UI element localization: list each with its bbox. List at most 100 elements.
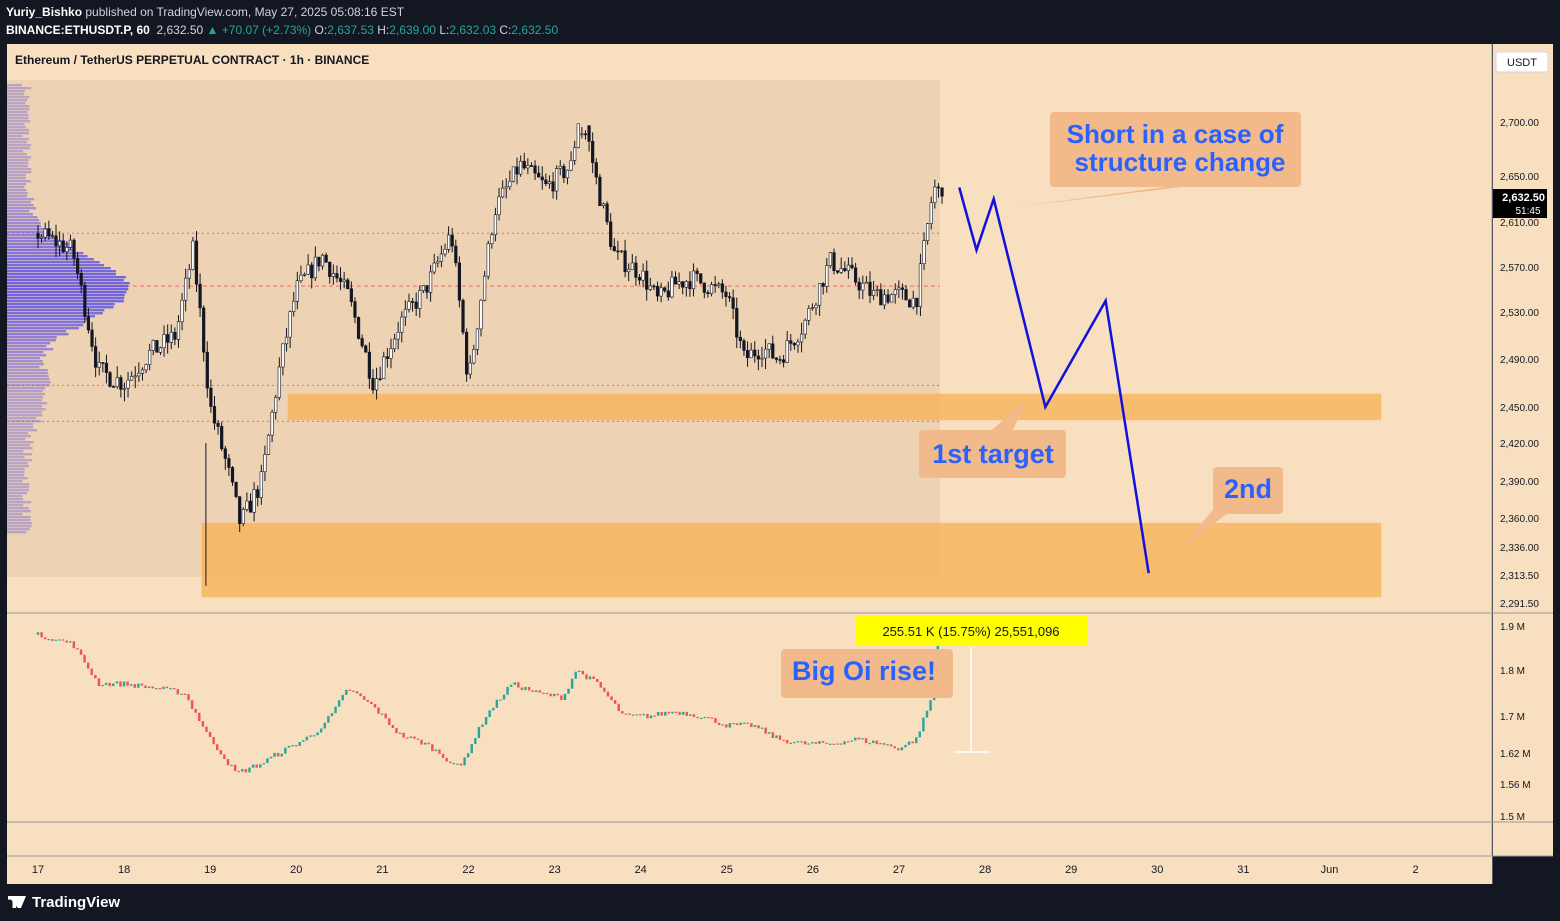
time-tick: 2 [1413,864,1419,876]
vp-bar [7,288,129,291]
price-scale-background[interactable] [1493,44,1553,856]
oi-candle [904,744,907,748]
time-axis[interactable]: 17 18 19 20 21 22 23 24 25 26 27 28 29 30 31 Jun 2 [32,864,1419,876]
oi-candle [875,740,879,745]
candle-body [443,248,447,255]
candle-body [187,269,191,279]
price-tick: 2,313.50 [1500,571,1539,582]
candle-body [137,373,141,377]
tradingview-logo[interactable]: TradingView [8,894,120,911]
candle-body [688,281,692,290]
oi-candle [635,714,638,716]
price-axis[interactable]: 2,700.00 2,650.00 2,610.00 2,570.00 2,530.00… [1500,118,1539,610]
vp-bar [7,132,29,135]
candle-body [936,186,941,189]
vp-bar [7,156,32,159]
vp-bar [7,528,30,531]
oi-candle [158,688,162,690]
projection-line [958,187,1150,574]
oi-candle [818,741,821,744]
candle-body [166,334,170,343]
vp-bar [7,285,129,288]
candle-body [821,283,825,287]
candle-body [313,256,317,279]
candle-body [623,250,627,273]
vp-bar [7,417,37,420]
candle-body [872,290,876,296]
candle-body [238,496,242,524]
oi-candle [771,732,775,739]
oi-candle [147,686,151,689]
chart-svg[interactable]: 2,700.00 2,650.00 2,610.00 2,570.00 2,530.00… [0,44,1560,884]
oi-candle [165,686,169,689]
oi-candle [259,764,262,768]
vp-bar [7,471,25,474]
candle-body [713,284,717,286]
vp-bar [7,324,84,327]
candle-body [353,301,357,318]
oi-candle [112,683,115,687]
oi-candle [596,678,599,683]
vp-bar [7,87,32,90]
close-value: 2,632.50 [511,23,559,37]
oi-candle [140,683,144,686]
candle-body [176,321,181,340]
oi-candle [807,743,810,745]
vp-bar [7,162,29,165]
candle-body [270,411,274,436]
candle-body [61,240,65,252]
currency-label[interactable]: USDT [1507,57,1537,69]
time-axis-background[interactable] [7,856,1492,884]
oi-candle [65,640,68,643]
oi-candle [481,724,484,727]
candle-body [587,125,591,142]
oi-candle [520,687,524,691]
vp-bar [7,315,96,318]
oi-candle [850,740,853,742]
annotation-first-target[interactable]: 1st target [919,398,1066,478]
oi-candle [144,685,147,689]
oi-candle [423,742,427,745]
oi-candle [832,743,835,745]
chart-container[interactable]: 2,700.00 2,650.00 2,610.00 2,570.00 2,530.00… [0,44,1560,884]
oi-candle [843,741,846,745]
oi-candle [725,724,728,728]
price-tick: 2,530.00 [1500,308,1539,319]
oi-measure[interactable]: 255.51 K (15.75%) 25,551,096 [855,616,1088,753]
candle-body [789,340,793,344]
vp-bar [7,189,27,192]
candle-body [144,364,148,371]
candle-body [598,176,602,206]
vp-bar [7,306,114,309]
author-name[interactable]: Yuriy_Bishko [6,5,83,19]
annotation-short[interactable]: Short in a case of structure change [1015,112,1301,207]
oi-axis[interactable]: 1.9 M 1.8 M 1.7 M 1.62 M 1.56 M 1.5 M [1500,622,1531,823]
vp-bar [7,456,25,459]
candle-body [274,397,278,413]
oi-candle [126,681,129,686]
oi-candle [90,668,93,676]
time-tick: 31 [1237,864,1249,876]
candle-body [83,284,87,317]
vp-bar [7,444,31,447]
annotation-second-target[interactable]: 2nd [1180,467,1283,549]
close-label: C: [499,23,512,37]
candle-body [259,471,263,498]
oi-candle [294,745,298,747]
oi-candle [656,711,660,716]
vp-bar [7,348,54,351]
oi-candle [97,678,101,687]
candle-body [846,264,851,271]
annotation-big-oi[interactable]: Big Oi rise! [781,649,953,698]
candle-body [659,287,663,297]
vp-bar [7,420,42,423]
oi-candle [861,738,864,740]
vp-bar [7,381,51,384]
last-price-tag: 2,632.50 [1502,192,1545,204]
candle-body [511,166,516,182]
candle-body [306,264,310,275]
candle-body [753,349,757,357]
oi-candle [703,716,706,719]
currency-button[interactable] [1495,51,1549,73]
vp-bar [7,135,23,138]
